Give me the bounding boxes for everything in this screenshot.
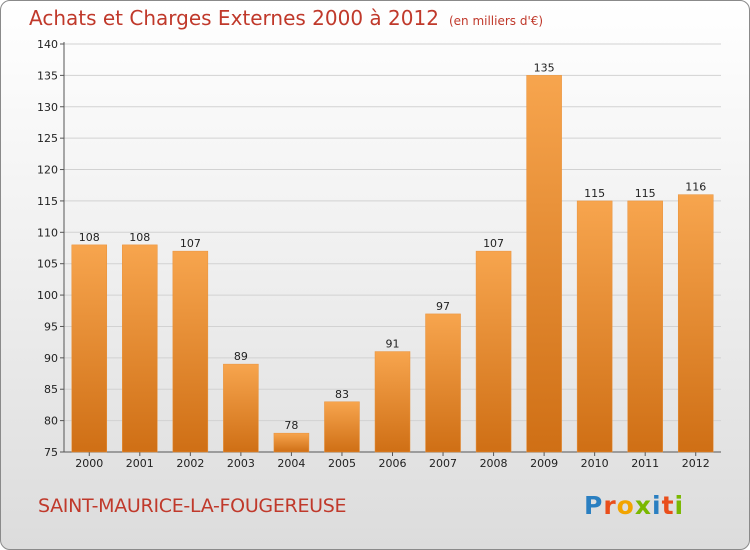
x-tick-label: 2004 [277,457,305,470]
data-label-2001: 108 [129,231,150,244]
chart-title-text: Achats et Charges Externes 2000 à 2012 [29,6,439,30]
y-tick-label: 110 [37,226,58,239]
data-label-2009: 135 [534,61,555,74]
x-tick-label: 2003 [227,457,255,470]
bar-2011 [627,200,663,453]
x-tick-label: 2007 [429,457,457,470]
logo-letter: r [603,491,617,520]
x-tick-label: 2005 [328,457,356,470]
data-label-2011: 115 [635,187,656,200]
y-tick-label: 85 [44,383,58,396]
bar-2000 [71,244,108,453]
data-label-2000: 108 [79,231,100,244]
logo-letter: t [661,491,675,520]
y-tick-label: 120 [37,164,58,177]
x-tick-label: 2000 [75,457,103,470]
bar-2006 [374,351,411,453]
y-tick-label: 135 [37,69,58,82]
y-tick-label: 115 [37,195,58,208]
bar-2004 [273,432,310,453]
data-label-2002: 107 [180,237,201,250]
y-tick-label: 75 [44,446,58,459]
unit-label: (en milliers d'€) [448,14,544,28]
bar-2005 [324,401,360,453]
bar-2009 [526,75,562,453]
data-label-2006: 91 [386,338,400,351]
bars [71,75,714,453]
x-tick-label: 2011 [631,457,659,470]
data-label-2004: 78 [284,419,298,432]
y-tick-label: 130 [37,101,58,114]
proxiti-logo: Proxiti [584,491,684,520]
x-tick-label: 2006 [379,457,407,470]
logo-letter: P [584,491,604,520]
bar-2012 [677,194,714,453]
x-tick-label: 2002 [176,457,204,470]
logo-letter: x [634,491,652,520]
data-label-2007: 97 [436,300,450,313]
y-tick-label: 125 [37,132,58,145]
y-tick-label: 90 [44,352,58,365]
y-tick-label: 80 [44,415,58,428]
data-label-2008: 107 [483,237,504,250]
data-label-2003: 89 [234,350,248,363]
x-tick-label: 2009 [530,457,558,470]
bar-2007 [425,313,461,453]
x-tick-label: 2001 [126,457,154,470]
y-tick-label: 140 [37,38,58,51]
x-tick-label: 2010 [581,457,609,470]
bar-2001 [122,244,158,453]
y-tick-label: 95 [44,320,58,333]
data-label-2012: 116 [685,181,706,194]
logo-letter: o [616,491,635,520]
bar-2010 [576,200,613,453]
x-tick-label: 2012 [682,457,710,470]
data-labels: 108 108 107 89 78 83 91 97 107 135 115 115 116 [79,61,706,432]
data-label-2005: 83 [335,388,349,401]
bar-2008 [475,250,512,453]
x-tick-label: 2008 [480,457,508,470]
bar-2002 [172,250,209,453]
y-tick-label: 105 [37,258,58,271]
bar-2003 [223,363,259,453]
y-tick-label: 100 [37,289,58,302]
chart-title: Achats et Charges Externes 2000 à 2012 (e… [29,6,543,30]
data-label-2010: 115 [584,187,605,200]
logo-letter: i [652,491,662,520]
commune-name: SAINT-MAURICE-LA-FOUGEREUSE [38,495,347,517]
logo-letter: i [674,491,685,520]
